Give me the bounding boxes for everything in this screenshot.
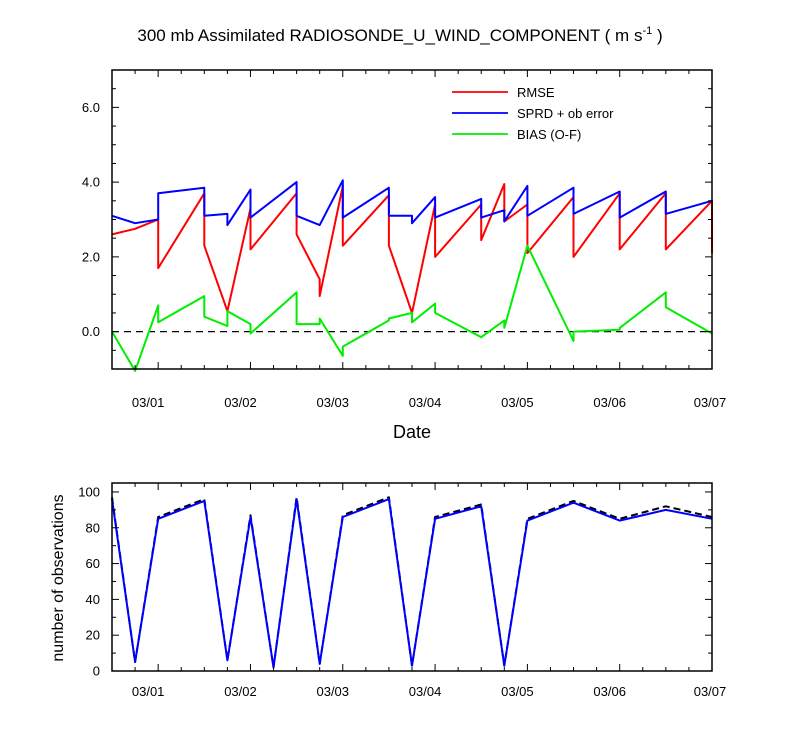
y-tick-label: 100 [78, 484, 100, 499]
top-chart: 300 mb Assimilated RADIOSONDE_U_WIND_COM… [82, 25, 726, 442]
x-tick-label: 03/01 [132, 395, 165, 410]
chart-title: 300 mb Assimilated RADIOSONDE_U_WIND_COM… [137, 25, 662, 45]
y-tick-label: 80 [86, 520, 100, 535]
y-tick-label: 0.0 [82, 324, 100, 339]
y-tick-label: 20 [86, 628, 100, 643]
top-legend: RMSE SPRD + ob error BIAS (O-F) [452, 85, 614, 142]
y-tick-label: 60 [86, 556, 100, 571]
top-x-axis-title: Date [393, 422, 431, 442]
x-tick-label: 03/03 [316, 395, 349, 410]
x-tick-label: 03/05 [501, 395, 534, 410]
series-line-bias-o-f [111, 244, 713, 372]
y-tick-label: 40 [86, 592, 100, 607]
bottom-ticks-group: 0 20 40 60 80 100 03/01 03/02 03/03 03/04 03/05 03/… [78, 483, 726, 699]
bottom-series-group [111, 496, 713, 669]
x-tick-label: 03/07 [694, 395, 727, 410]
x-tick-label: 03/02 [224, 684, 257, 699]
y-tick-label: 0 [93, 664, 100, 679]
series-line-rmse [111, 183, 713, 314]
bottom-chart: 0 20 40 60 80 100 03/01 03/02 03/03 03/04 03/05 03/… [50, 482, 726, 699]
x-tick-label: 03/04 [409, 684, 442, 699]
bottom-plot-frame [111, 482, 713, 672]
legend-label: SPRD + ob error [517, 106, 614, 121]
legend-label: BIAS (O-F) [517, 127, 581, 142]
x-tick-label: 03/06 [593, 684, 626, 699]
x-tick-label: 03/06 [593, 395, 626, 410]
y-tick-label: 6.0 [82, 100, 100, 115]
y-tick-label: 4.0 [82, 175, 100, 190]
x-tick-label: 03/04 [409, 395, 442, 410]
x-tick-label: 03/01 [132, 684, 165, 699]
top-ticks-group: 0.0 2.0 4.0 6.0 03/01 03/02 03/03 03/04 03/05 03/… [82, 69, 727, 410]
series-line-possible [111, 496, 713, 669]
series-line-sprd-ob-error [111, 179, 713, 227]
top-series-group [111, 179, 713, 372]
x-tick-label: 03/02 [224, 395, 257, 410]
x-tick-label: 03/05 [501, 684, 534, 699]
series-line-used [111, 498, 713, 669]
y-tick-label: 2.0 [82, 249, 100, 264]
x-tick-label: 03/07 [694, 684, 727, 699]
x-tick-label: 03/03 [316, 684, 349, 699]
legend-label: RMSE [517, 85, 555, 100]
bottom-y-axis-title: number of observations [50, 494, 67, 661]
